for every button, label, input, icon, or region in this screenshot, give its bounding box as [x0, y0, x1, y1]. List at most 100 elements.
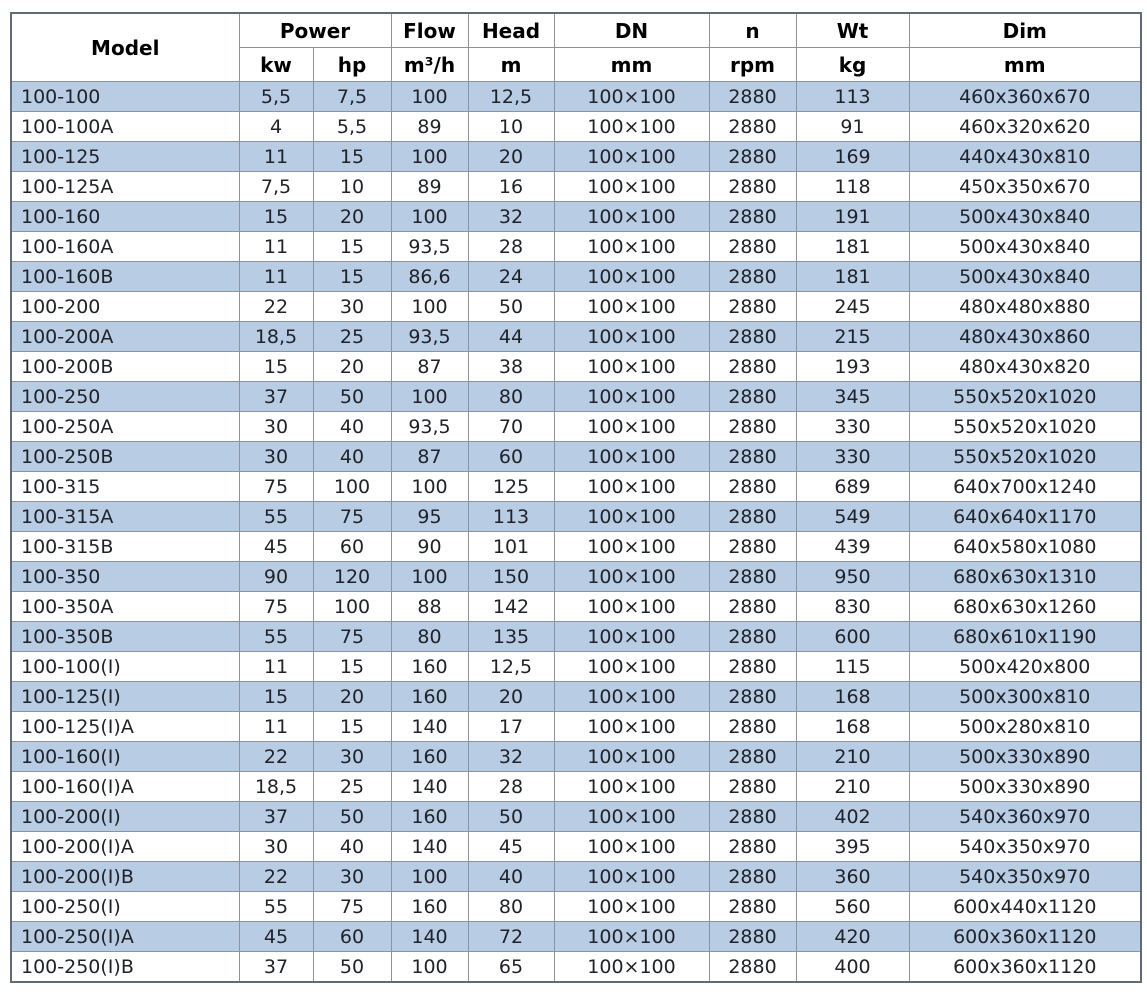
cell-wt: 330 — [795, 441, 910, 472]
cell-power-kw: 7,5 — [238, 171, 314, 202]
cell-power-hp: 30 — [312, 741, 392, 772]
cell-n: 2880 — [708, 741, 797, 772]
cell-power-kw: 18,5 — [238, 771, 314, 802]
cell-dn: 100×100 — [553, 921, 710, 952]
cell-power-kw: 15 — [238, 351, 314, 382]
cell-model: 100-315B — [10, 531, 240, 562]
cell-dim: 550x520x1020 — [908, 411, 1142, 442]
cell-flow: 100 — [390, 951, 469, 983]
cell-model: 100-125A — [10, 171, 240, 202]
cell-head: 80 — [467, 381, 555, 412]
cell-head: 20 — [467, 681, 555, 712]
header-n-unit: rpm — [708, 47, 797, 82]
cell-dim: 680x610x1190 — [908, 621, 1142, 652]
cell-power-hp: 30 — [312, 291, 392, 322]
cell-wt: 395 — [795, 831, 910, 862]
cell-dim: 500x280x810 — [908, 711, 1142, 742]
cell-power-hp: 15 — [312, 261, 392, 292]
cell-power-kw: 30 — [238, 411, 314, 442]
cell-flow: 90 — [390, 531, 469, 562]
cell-power-hp: 25 — [312, 771, 392, 802]
header-power-kw: kw — [238, 47, 314, 82]
cell-flow: 89 — [390, 111, 469, 142]
cell-head: 10 — [467, 111, 555, 142]
cell-flow: 100 — [390, 471, 469, 502]
pump-spec-table: Model Power Flow Head DN n Wt Dim kw hp … — [10, 12, 1142, 983]
table-row: 100-250A 30 40 93,5 70 100×100 2880 330 550x520x… — [10, 411, 1142, 442]
table-row: 100-160(I)A 18,5 25 140 28 100×100 2880 210 500x… — [10, 771, 1142, 802]
cell-power-hp: 75 — [312, 891, 392, 922]
cell-dim: 500x430x840 — [908, 201, 1142, 232]
cell-model: 100-250(I) — [10, 891, 240, 922]
cell-wt: 345 — [795, 381, 910, 412]
header-model: Model — [10, 12, 240, 82]
cell-dim: 600x360x1120 — [908, 951, 1142, 983]
cell-dn: 100×100 — [553, 771, 710, 802]
cell-power-hp: 15 — [312, 651, 392, 682]
cell-power-hp: 40 — [312, 831, 392, 862]
cell-dim: 640x640x1170 — [908, 501, 1142, 532]
cell-wt: 560 — [795, 891, 910, 922]
cell-power-kw: 37 — [238, 801, 314, 832]
cell-dn: 100×100 — [553, 801, 710, 832]
cell-flow: 140 — [390, 831, 469, 862]
cell-n: 2880 — [708, 291, 797, 322]
cell-power-hp: 10 — [312, 171, 392, 202]
cell-power-hp: 50 — [312, 801, 392, 832]
table-row: 100-125 11 15 100 20 100×100 2880 169 440x430x81… — [10, 141, 1142, 172]
cell-power-hp: 5,5 — [312, 111, 392, 142]
table-row: 100-100A 4 5,5 89 10 100×100 2880 91 460x320x620 — [10, 111, 1142, 142]
cell-wt: 168 — [795, 681, 910, 712]
cell-head: 24 — [467, 261, 555, 292]
cell-flow: 86,6 — [390, 261, 469, 292]
table-row: 100-250(I) 55 75 160 80 100×100 2880 560 600x440… — [10, 891, 1142, 922]
table-row: 100-125(I) 15 20 160 20 100×100 2880 168 500x300… — [10, 681, 1142, 712]
header-dn-unit: mm — [553, 47, 710, 82]
header-dim: Dim — [908, 12, 1142, 48]
cell-power-kw: 11 — [238, 261, 314, 292]
cell-dn: 100×100 — [553, 501, 710, 532]
cell-dn: 100×100 — [553, 411, 710, 442]
cell-dn: 100×100 — [553, 951, 710, 983]
table-row: 100-125(I)A 11 15 140 17 100×100 2880 168 500x28… — [10, 711, 1142, 742]
cell-head: 12,5 — [467, 81, 555, 112]
cell-flow: 140 — [390, 771, 469, 802]
cell-dim: 640x700x1240 — [908, 471, 1142, 502]
cell-model: 100-160(I)A — [10, 771, 240, 802]
cell-dn: 100×100 — [553, 441, 710, 472]
cell-n: 2880 — [708, 231, 797, 262]
cell-head: 44 — [467, 321, 555, 352]
cell-model: 100-125(I)A — [10, 711, 240, 742]
cell-model: 100-100(I) — [10, 651, 240, 682]
cell-wt: 689 — [795, 471, 910, 502]
cell-wt: 181 — [795, 231, 910, 262]
cell-power-hp: 15 — [312, 141, 392, 172]
cell-model: 100-250(I)A — [10, 921, 240, 952]
cell-model: 100-125 — [10, 141, 240, 172]
cell-power-hp: 100 — [312, 591, 392, 622]
cell-n: 2880 — [708, 261, 797, 292]
cell-dim: 460x360x670 — [908, 81, 1142, 112]
table-row: 100-200 22 30 100 50 100×100 2880 245 480x480x88… — [10, 291, 1142, 322]
cell-wt: 210 — [795, 771, 910, 802]
table-row: 100-200A 18,5 25 93,5 44 100×100 2880 215 480x43… — [10, 321, 1142, 352]
cell-power-kw: 55 — [238, 891, 314, 922]
cell-model: 100-125(I) — [10, 681, 240, 712]
header-row-labels: Model Power Flow Head DN n Wt Dim — [10, 12, 1142, 82]
cell-dn: 100×100 — [553, 711, 710, 742]
cell-wt: 402 — [795, 801, 910, 832]
cell-power-kw: 22 — [238, 291, 314, 322]
cell-dim: 440x430x810 — [908, 141, 1142, 172]
cell-n: 2880 — [708, 321, 797, 352]
cell-wt: 215 — [795, 321, 910, 352]
cell-dn: 100×100 — [553, 381, 710, 412]
cell-n: 2880 — [708, 501, 797, 532]
cell-power-hp: 50 — [312, 951, 392, 983]
cell-dn: 100×100 — [553, 861, 710, 892]
header-dn: DN — [553, 12, 710, 48]
cell-dim: 600x360x1120 — [908, 921, 1142, 952]
cell-dn: 100×100 — [553, 741, 710, 772]
cell-dn: 100×100 — [553, 621, 710, 652]
cell-model: 100-160B — [10, 261, 240, 292]
